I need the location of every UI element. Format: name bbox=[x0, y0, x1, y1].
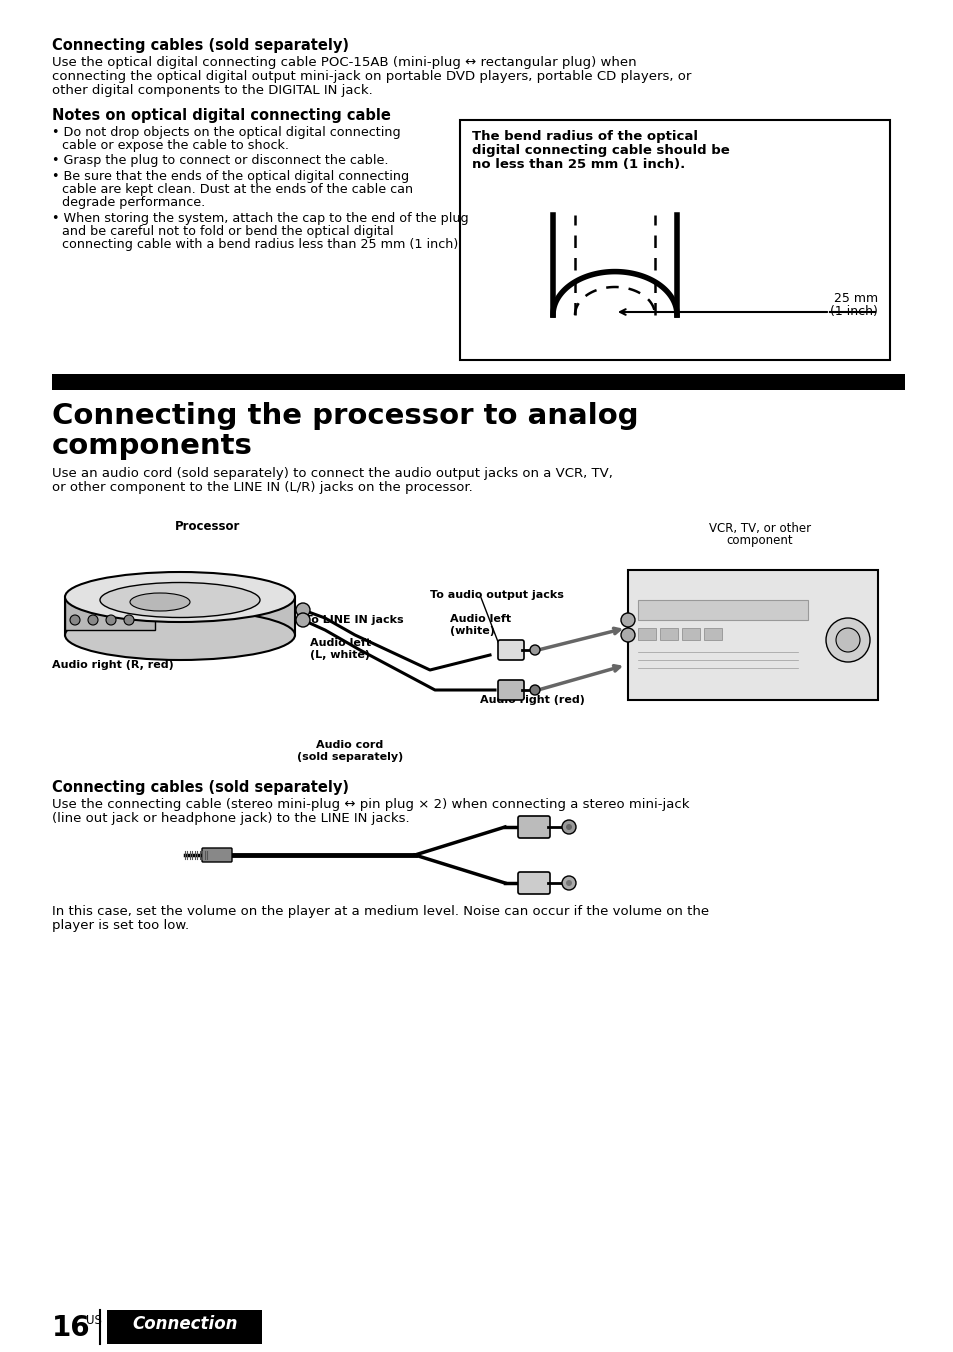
Bar bbox=[703, 627, 721, 639]
Circle shape bbox=[835, 627, 859, 652]
Bar bbox=[107, 1310, 262, 1344]
Text: In this case, set the volume on the player at a medium level. Noise can occur if: In this case, set the volume on the play… bbox=[52, 904, 708, 918]
Text: • Grasp the plug to connect or disconnect the cable.: • Grasp the plug to connect or disconnec… bbox=[52, 154, 388, 168]
Text: Connecting the processor to analog: Connecting the processor to analog bbox=[52, 402, 638, 430]
Text: (sold separately): (sold separately) bbox=[296, 752, 403, 763]
Bar bbox=[659, 627, 678, 639]
Bar bbox=[65, 598, 154, 630]
Text: or other component to the LINE IN (L/R) jacks on the processor.: or other component to the LINE IN (L/R) … bbox=[52, 481, 473, 493]
Text: Connecting cables (sold separately): Connecting cables (sold separately) bbox=[52, 780, 349, 795]
Text: (line out jack or headphone jack) to the LINE IN jacks.: (line out jack or headphone jack) to the… bbox=[52, 813, 409, 825]
Text: 25 mm: 25 mm bbox=[833, 292, 877, 306]
Text: Audio left: Audio left bbox=[450, 614, 511, 625]
Text: (white): (white) bbox=[450, 626, 495, 635]
Text: • Be sure that the ends of the optical digital connecting: • Be sure that the ends of the optical d… bbox=[52, 170, 409, 183]
Text: connecting the optical digital output mini-jack on portable DVD players, portabl: connecting the optical digital output mi… bbox=[52, 70, 691, 82]
Bar bbox=[681, 627, 700, 639]
Text: US: US bbox=[86, 1314, 102, 1328]
FancyBboxPatch shape bbox=[517, 817, 550, 838]
Ellipse shape bbox=[65, 610, 294, 660]
Text: cable or expose the cable to shock.: cable or expose the cable to shock. bbox=[62, 139, 289, 151]
Text: Use the optical digital connecting cable POC-15AB (mini-plug ↔ rectangular plug): Use the optical digital connecting cable… bbox=[52, 55, 636, 69]
Text: Connection: Connection bbox=[132, 1315, 237, 1333]
Text: • Do not drop objects on the optical digital connecting: • Do not drop objects on the optical dig… bbox=[52, 126, 400, 139]
Text: Audio right (R, red): Audio right (R, red) bbox=[52, 660, 173, 671]
Text: Processor: Processor bbox=[175, 521, 240, 533]
Bar bbox=[459, 120, 889, 360]
FancyBboxPatch shape bbox=[202, 848, 232, 863]
Text: cable are kept clean. Dust at the ends of the cable can: cable are kept clean. Dust at the ends o… bbox=[62, 183, 413, 196]
Circle shape bbox=[70, 615, 80, 625]
FancyBboxPatch shape bbox=[497, 639, 523, 660]
Circle shape bbox=[825, 618, 869, 662]
Bar bbox=[638, 627, 656, 639]
Text: player is set too low.: player is set too low. bbox=[52, 919, 189, 932]
Text: The bend radius of the optical: The bend radius of the optical bbox=[472, 130, 698, 143]
Circle shape bbox=[561, 821, 576, 834]
Circle shape bbox=[620, 612, 635, 627]
Circle shape bbox=[295, 612, 310, 627]
Circle shape bbox=[295, 603, 310, 617]
Text: Audio cord: Audio cord bbox=[316, 740, 383, 750]
Text: components: components bbox=[52, 433, 253, 460]
Text: and be careful not to fold or bend the optical digital: and be careful not to fold or bend the o… bbox=[62, 224, 394, 238]
Text: Use an audio cord (sold separately) to connect the audio output jacks on a VCR, : Use an audio cord (sold separately) to c… bbox=[52, 466, 612, 480]
Bar bbox=[627, 571, 877, 700]
Text: To audio output jacks: To audio output jacks bbox=[430, 589, 563, 600]
Text: other digital components to the DIGITAL IN jack.: other digital components to the DIGITAL … bbox=[52, 84, 373, 97]
Text: Audio right (red): Audio right (red) bbox=[479, 695, 584, 704]
Text: Use the connecting cable (stereo mini-plug ↔ pin plug × 2) when connecting a ste: Use the connecting cable (stereo mini-pl… bbox=[52, 798, 689, 811]
Text: Notes on optical digital connecting cable: Notes on optical digital connecting cabl… bbox=[52, 108, 391, 123]
FancyBboxPatch shape bbox=[517, 872, 550, 894]
Text: component: component bbox=[726, 534, 793, 548]
Circle shape bbox=[88, 615, 98, 625]
Text: Audio left: Audio left bbox=[310, 638, 371, 648]
Circle shape bbox=[561, 876, 576, 890]
Text: Connecting cables (sold separately): Connecting cables (sold separately) bbox=[52, 38, 349, 53]
Ellipse shape bbox=[100, 583, 260, 618]
Circle shape bbox=[106, 615, 116, 625]
Text: VCR, TV, or other: VCR, TV, or other bbox=[708, 522, 810, 535]
Text: connecting cable with a bend radius less than 25 mm (1 inch).: connecting cable with a bend radius less… bbox=[62, 238, 462, 251]
Text: To LINE IN jacks: To LINE IN jacks bbox=[305, 615, 403, 625]
Circle shape bbox=[620, 627, 635, 642]
Text: 16: 16 bbox=[52, 1314, 91, 1343]
Text: • When storing the system, attach the cap to the end of the plug: • When storing the system, attach the ca… bbox=[52, 212, 468, 224]
FancyBboxPatch shape bbox=[497, 680, 523, 700]
Text: degrade performance.: degrade performance. bbox=[62, 196, 205, 210]
Bar bbox=[638, 600, 807, 621]
Circle shape bbox=[530, 685, 539, 695]
Text: (L, white): (L, white) bbox=[310, 650, 370, 660]
Bar bbox=[65, 598, 294, 635]
Text: (1 inch): (1 inch) bbox=[829, 306, 877, 318]
Ellipse shape bbox=[65, 572, 294, 622]
Circle shape bbox=[124, 615, 133, 625]
Text: digital connecting cable should be: digital connecting cable should be bbox=[472, 145, 729, 157]
Circle shape bbox=[530, 645, 539, 654]
Circle shape bbox=[565, 823, 572, 830]
Bar bbox=[52, 375, 904, 389]
Text: no less than 25 mm (1 inch).: no less than 25 mm (1 inch). bbox=[472, 158, 684, 170]
Circle shape bbox=[565, 880, 572, 886]
Ellipse shape bbox=[130, 594, 190, 611]
